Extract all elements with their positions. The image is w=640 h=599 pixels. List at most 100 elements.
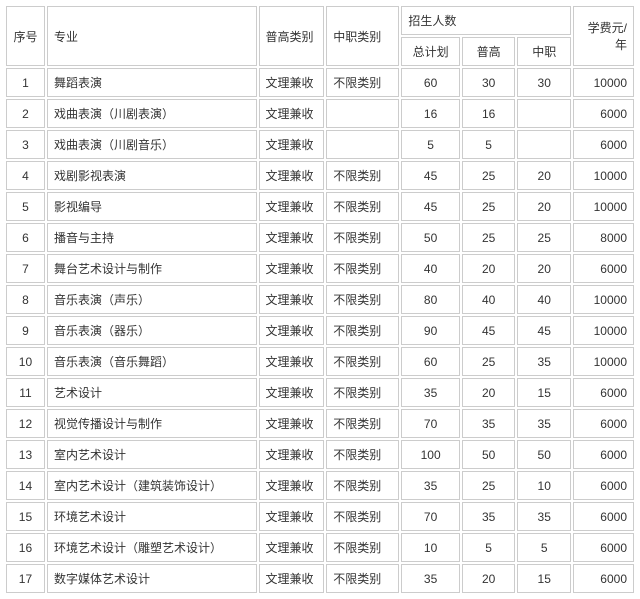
cell-zhongzhi-type: 不限类别 <box>326 502 399 531</box>
cell-fee: 6000 <box>573 502 634 531</box>
cell-pugao-type: 文理兼收 <box>259 533 325 562</box>
cell-total: 100 <box>401 440 459 469</box>
cell-total: 35 <box>401 378 459 407</box>
cell-zhongzhi: 20 <box>517 161 571 190</box>
cell-fee: 6000 <box>573 471 634 500</box>
cell-zhongzhi-type: 不限类别 <box>326 533 399 562</box>
cell-zhongzhi: 15 <box>517 564 571 593</box>
cell-pugao: 30 <box>462 68 516 97</box>
cell-total: 50 <box>401 223 459 252</box>
table-row: 15环境艺术设计文理兼收不限类别7035356000 <box>6 502 634 531</box>
cell-major: 音乐表演（器乐） <box>47 316 257 345</box>
cell-pugao-type: 文理兼收 <box>259 130 325 159</box>
cell-pugao-type: 文理兼收 <box>259 502 325 531</box>
cell-seq: 15 <box>6 502 45 531</box>
cell-seq: 3 <box>6 130 45 159</box>
cell-pugao-type: 文理兼收 <box>259 471 325 500</box>
cell-pugao: 5 <box>462 533 516 562</box>
cell-total: 10 <box>401 533 459 562</box>
table-row: 7舞台艺术设计与制作文理兼收不限类别4020206000 <box>6 254 634 283</box>
cell-total: 60 <box>401 68 459 97</box>
cell-fee: 10000 <box>573 192 634 221</box>
table-row: 17数字媒体艺术设计文理兼收不限类别3520156000 <box>6 564 634 593</box>
cell-seq: 16 <box>6 533 45 562</box>
cell-total: 35 <box>401 471 459 500</box>
cell-pugao-type: 文理兼收 <box>259 440 325 469</box>
cell-seq: 2 <box>6 99 45 128</box>
cell-pugao: 35 <box>462 409 516 438</box>
cell-major: 舞蹈表演 <box>47 68 257 97</box>
cell-zhongzhi: 35 <box>517 502 571 531</box>
cell-pugao-type: 文理兼收 <box>259 378 325 407</box>
cell-pugao: 25 <box>462 471 516 500</box>
cell-pugao: 16 <box>462 99 516 128</box>
cell-fee: 6000 <box>573 378 634 407</box>
table-row: 11艺术设计文理兼收不限类别3520156000 <box>6 378 634 407</box>
cell-major: 视觉传播设计与制作 <box>47 409 257 438</box>
cell-fee: 10000 <box>573 285 634 314</box>
cell-fee: 8000 <box>573 223 634 252</box>
cell-zhongzhi-type: 不限类别 <box>326 440 399 469</box>
cell-fee: 10000 <box>573 161 634 190</box>
cell-pugao-type: 文理兼收 <box>259 223 325 252</box>
table-row: 5影视编导文理兼收不限类别45252010000 <box>6 192 634 221</box>
cell-major: 戏曲表演（川剧音乐） <box>47 130 257 159</box>
cell-zhongzhi-type: 不限类别 <box>326 316 399 345</box>
table-row: 13室内艺术设计文理兼收不限类别10050506000 <box>6 440 634 469</box>
table-row: 1舞蹈表演文理兼收不限类别60303010000 <box>6 68 634 97</box>
cell-fee: 10000 <box>573 316 634 345</box>
cell-seq: 5 <box>6 192 45 221</box>
cell-zhongzhi: 20 <box>517 192 571 221</box>
cell-total: 80 <box>401 285 459 314</box>
cell-zhongzhi-type: 不限类别 <box>326 409 399 438</box>
cell-zhongzhi-type: 不限类别 <box>326 378 399 407</box>
cell-fee: 6000 <box>573 409 634 438</box>
cell-pugao: 5 <box>462 130 516 159</box>
cell-seq: 12 <box>6 409 45 438</box>
cell-zhongzhi-type: 不限类别 <box>326 285 399 314</box>
cell-seq: 9 <box>6 316 45 345</box>
cell-total: 60 <box>401 347 459 376</box>
cell-major: 戏曲表演（川剧表演） <box>47 99 257 128</box>
header-pugao: 普高 <box>462 37 516 66</box>
cell-pugao: 20 <box>462 254 516 283</box>
header-pugao-type: 普高类别 <box>259 6 325 66</box>
cell-pugao: 45 <box>462 316 516 345</box>
cell-seq: 17 <box>6 564 45 593</box>
cell-fee: 6000 <box>573 130 634 159</box>
enrollment-table: 序号 专业 普高类别 中职类别 招生人数 学费元/年 总计划 普高 中职 1舞蹈… <box>4 4 636 595</box>
table-row: 12视觉传播设计与制作文理兼收不限类别7035356000 <box>6 409 634 438</box>
cell-fee: 6000 <box>573 440 634 469</box>
cell-zhongzhi-type: 不限类别 <box>326 68 399 97</box>
cell-major: 数字媒体艺术设计 <box>47 564 257 593</box>
table-row: 3戏曲表演（川剧音乐）文理兼收 55 6000 <box>6 130 634 159</box>
cell-zhongzhi: 5 <box>517 533 571 562</box>
table-row: 2戏曲表演（川剧表演）文理兼收16166000 <box>6 99 634 128</box>
cell-pugao: 50 <box>462 440 516 469</box>
cell-seq: 11 <box>6 378 45 407</box>
cell-total: 40 <box>401 254 459 283</box>
cell-zhongzhi-type: 不限类别 <box>326 254 399 283</box>
cell-zhongzhi: 35 <box>517 347 571 376</box>
cell-pugao: 20 <box>462 564 516 593</box>
cell-major: 环境艺术设计（雕塑艺术设计） <box>47 533 257 562</box>
cell-zhongzhi: 15 <box>517 378 571 407</box>
cell-pugao-type: 文理兼收 <box>259 409 325 438</box>
cell-seq: 6 <box>6 223 45 252</box>
table-row: 16环境艺术设计（雕塑艺术设计）文理兼收不限类别10556000 <box>6 533 634 562</box>
cell-fee: 6000 <box>573 254 634 283</box>
cell-total: 70 <box>401 409 459 438</box>
cell-seq: 8 <box>6 285 45 314</box>
cell-pugao-type: 文理兼收 <box>259 316 325 345</box>
cell-major: 室内艺术设计 <box>47 440 257 469</box>
cell-pugao-type: 文理兼收 <box>259 564 325 593</box>
cell-total: 5 <box>401 130 459 159</box>
cell-zhongzhi-type: 不限类别 <box>326 471 399 500</box>
cell-total: 45 <box>401 161 459 190</box>
cell-seq: 10 <box>6 347 45 376</box>
cell-zhongzhi: 35 <box>517 409 571 438</box>
cell-major: 环境艺术设计 <box>47 502 257 531</box>
cell-fee: 10000 <box>573 68 634 97</box>
cell-zhongzhi: 20 <box>517 254 571 283</box>
cell-zhongzhi-type: 不限类别 <box>326 161 399 190</box>
